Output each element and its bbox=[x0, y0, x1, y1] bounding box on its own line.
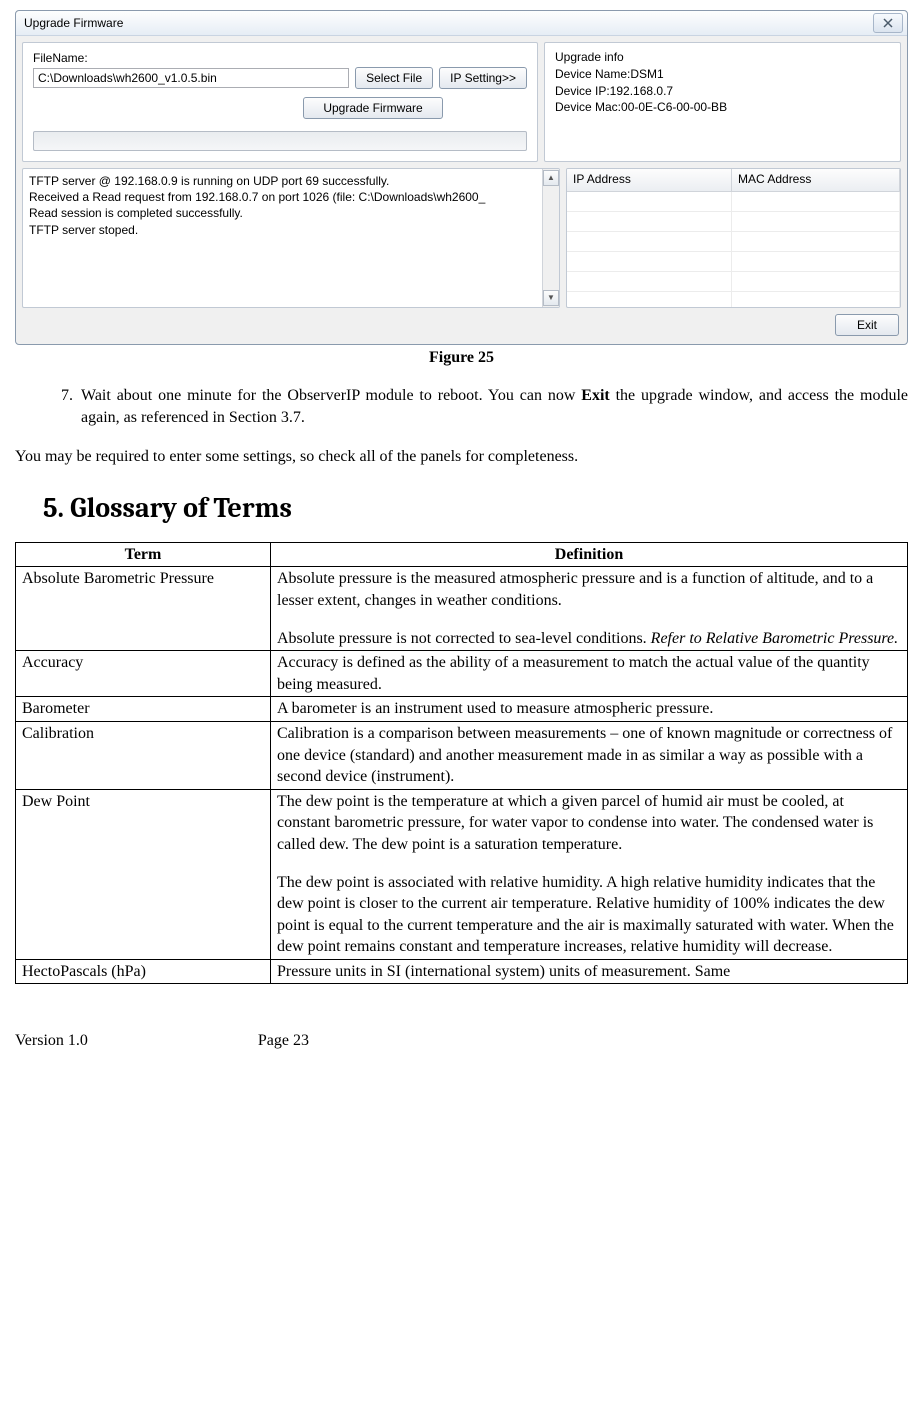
filename-label: FileName: bbox=[33, 51, 527, 65]
info-panel: Upgrade info Device Name:DSM1 Device IP:… bbox=[544, 42, 901, 162]
term-cell: Absolute Barometric Pressure bbox=[16, 567, 271, 651]
column-header-term: Term bbox=[16, 542, 271, 567]
table-row: Barometer A barometer is an instrument u… bbox=[16, 697, 908, 722]
info-device-name: Device Name:DSM1 bbox=[555, 66, 890, 83]
device-grid: IP Address MAC Address bbox=[566, 168, 901, 308]
scroll-down-icon[interactable]: ▼ bbox=[543, 290, 559, 306]
table-row: Calibration Calibration is a comparison … bbox=[16, 721, 908, 789]
table-row[interactable] bbox=[567, 252, 900, 272]
info-device-mac: Device Mac:00-0E-C6-00-00-BB bbox=[555, 99, 890, 116]
log-line: TFTP server stoped. bbox=[29, 222, 553, 238]
step-text: Wait about one minute for the ObserverIP… bbox=[81, 387, 581, 404]
paragraph: You may be required to enter some settin… bbox=[15, 446, 908, 468]
definition-cell: Calibration is a comparison between meas… bbox=[271, 721, 908, 789]
filename-input[interactable] bbox=[33, 68, 349, 88]
log-panel: TFTP server @ 192.168.0.9 is running on … bbox=[22, 168, 560, 308]
upgrade-firmware-button[interactable]: Upgrade Firmware bbox=[303, 97, 443, 119]
column-header-ip[interactable]: IP Address bbox=[567, 169, 732, 191]
file-panel: FileName: Select File IP Setting>> Upgra… bbox=[22, 42, 538, 162]
figure-caption: Figure 25 bbox=[15, 349, 908, 367]
table-row: Absolute Barometric Pressure Absolute pr… bbox=[16, 567, 908, 651]
term-cell: Dew Point bbox=[16, 789, 271, 959]
definition-cell: A barometer is an instrument used to mea… bbox=[271, 697, 908, 722]
table-row: HectoPascals (hPa) Pressure units in SI … bbox=[16, 959, 908, 984]
select-file-button[interactable]: Select File bbox=[355, 67, 433, 89]
term-cell: HectoPascals (hPa) bbox=[16, 959, 271, 984]
table-row[interactable] bbox=[567, 232, 900, 252]
footer-page: Page 23 bbox=[258, 1032, 309, 1050]
definition-cell: The dew point is the temperature at whic… bbox=[271, 789, 908, 959]
info-device-ip: Device IP:192.168.0.7 bbox=[555, 83, 890, 100]
log-line: Received a Read request from 192.168.0.7… bbox=[29, 189, 553, 205]
log-line: TFTP server @ 192.168.0.9 is running on … bbox=[29, 173, 553, 189]
table-row: Dew Point The dew point is the temperatu… bbox=[16, 789, 908, 959]
window-title: Upgrade Firmware bbox=[24, 16, 123, 30]
footer-version: Version 1.0 bbox=[15, 1032, 88, 1050]
term-cell: Barometer bbox=[16, 697, 271, 722]
table-row: Accuracy Accuracy is defined as the abil… bbox=[16, 651, 908, 697]
titlebar: Upgrade Firmware bbox=[16, 11, 907, 36]
upgrade-firmware-window: Upgrade Firmware FileName: Select File I… bbox=[15, 10, 908, 345]
close-icon[interactable] bbox=[873, 13, 903, 33]
table-row[interactable] bbox=[567, 212, 900, 232]
scrollbar[interactable]: ▲ ▼ bbox=[542, 169, 559, 307]
exit-button[interactable]: Exit bbox=[835, 314, 899, 336]
log-line: Read session is completed successfully. bbox=[29, 205, 553, 221]
column-header-mac[interactable]: MAC Address bbox=[732, 169, 900, 191]
definition-cell: Pressure units in SI (international syst… bbox=[271, 959, 908, 984]
term-cell: Calibration bbox=[16, 721, 271, 789]
column-header-definition: Definition bbox=[271, 542, 908, 567]
progress-bar bbox=[33, 131, 527, 151]
table-row[interactable] bbox=[567, 272, 900, 292]
table-row[interactable] bbox=[567, 192, 900, 212]
definition-cell: Absolute pressure is the measured atmosp… bbox=[271, 567, 908, 651]
step-item: Wait about one minute for the ObserverIP… bbox=[77, 385, 908, 428]
glossary-table: Term Definition Absolute Barometric Pres… bbox=[15, 542, 908, 985]
term-cell: Accuracy bbox=[16, 651, 271, 697]
step-bold: Exit bbox=[581, 387, 609, 404]
info-heading: Upgrade info bbox=[555, 49, 890, 66]
section-heading: 5. Glossary of Terms bbox=[43, 492, 908, 524]
table-row[interactable] bbox=[567, 292, 900, 308]
definition-cell: Accuracy is defined as the ability of a … bbox=[271, 651, 908, 697]
scroll-up-icon[interactable]: ▲ bbox=[543, 170, 559, 186]
ip-setting-button[interactable]: IP Setting>> bbox=[439, 67, 527, 89]
page-footer: Version 1.0 Page 23 bbox=[15, 1032, 908, 1050]
